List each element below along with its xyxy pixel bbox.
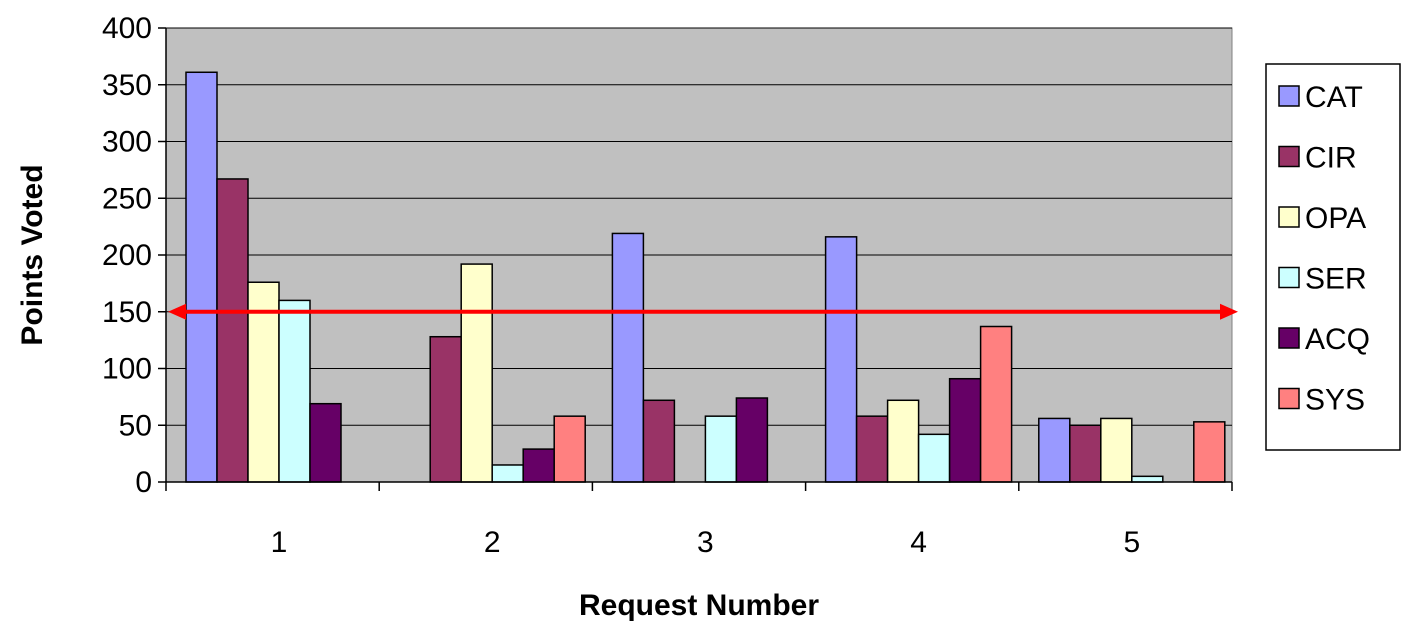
x-tick-label: 5: [1123, 526, 1140, 559]
legend-label-cir: CIR: [1305, 142, 1357, 175]
axes: 0 50 100 150 200 250 300 350 400 1 2 3 4 5: [102, 12, 1233, 559]
bars: [185, 71, 1226, 483]
bar-opa-2: [460, 263, 493, 483]
x-axis-title: Request Number: [579, 589, 819, 622]
bar-cat-3: [611, 232, 645, 483]
x-tick-label: 3: [697, 526, 714, 559]
legend: CAT CIR OPA SER ACQ SYS: [1265, 63, 1401, 451]
x-tick-label: 2: [484, 526, 501, 559]
y-tick-label: 200: [102, 239, 152, 272]
y-tick-label: 0: [135, 466, 152, 499]
bar-opa-4: [886, 399, 920, 483]
bar-cat-4: [824, 236, 858, 483]
bar-acq-1: [309, 402, 342, 483]
y-tick-label: 250: [102, 182, 152, 215]
bar-sys-5: [1193, 421, 1226, 483]
legend-swatch-ser: [1278, 266, 1300, 289]
legend-swatch-cat: [1278, 85, 1300, 107]
legend-label-acq: ACQ: [1305, 323, 1370, 356]
bar-cir-3: [642, 399, 676, 483]
y-axis-title: Points Voted: [16, 164, 49, 345]
x-tick-label: 1: [271, 526, 288, 559]
legend-box: [1265, 63, 1401, 451]
bar-sys-2: [553, 415, 586, 483]
legend-label-sys: SYS: [1305, 384, 1365, 417]
bar-cir-5: [1069, 424, 1102, 483]
reference-line: [168, 303, 1238, 320]
bar-sys-4: [979, 325, 1013, 483]
y-tick-label: 350: [102, 69, 152, 102]
reference-arrow-right: [1220, 303, 1238, 320]
bar-cir-1: [216, 178, 249, 483]
bar-cir-2: [429, 335, 462, 483]
bar-cat-5: [1038, 417, 1071, 483]
y-tick-label: 150: [102, 296, 152, 329]
bar-ser-4: [917, 433, 951, 483]
legend-label-cat: CAT: [1305, 81, 1363, 114]
bar-cir-4: [855, 415, 889, 483]
legend-swatch-acq: [1278, 327, 1300, 349]
bar-acq-4: [948, 377, 982, 483]
bar-opa-5: [1100, 417, 1133, 483]
y-tick-label: 100: [102, 353, 152, 386]
bar-cat-1: [185, 71, 218, 483]
bar-acq-3: [735, 397, 769, 483]
bar-ser-1: [278, 299, 311, 483]
bar-ser-2: [491, 464, 524, 483]
legend-swatch-sys: [1278, 387, 1300, 410]
legend-label-ser: SER: [1305, 263, 1367, 296]
y-tick-label: 300: [102, 126, 152, 159]
legend-swatch-opa: [1278, 206, 1300, 228]
bar-ser-5: [1131, 475, 1164, 483]
legend-swatch-cir: [1278, 145, 1300, 168]
legend-label-opa: OPA: [1305, 202, 1366, 235]
y-tick-label: 50: [119, 409, 152, 442]
x-tick-label: 4: [910, 526, 927, 559]
bar-acq-2: [522, 448, 555, 483]
y-tick-label: 400: [102, 12, 152, 45]
reference-arrow-left: [168, 303, 186, 320]
bar-ser-3: [704, 415, 738, 483]
